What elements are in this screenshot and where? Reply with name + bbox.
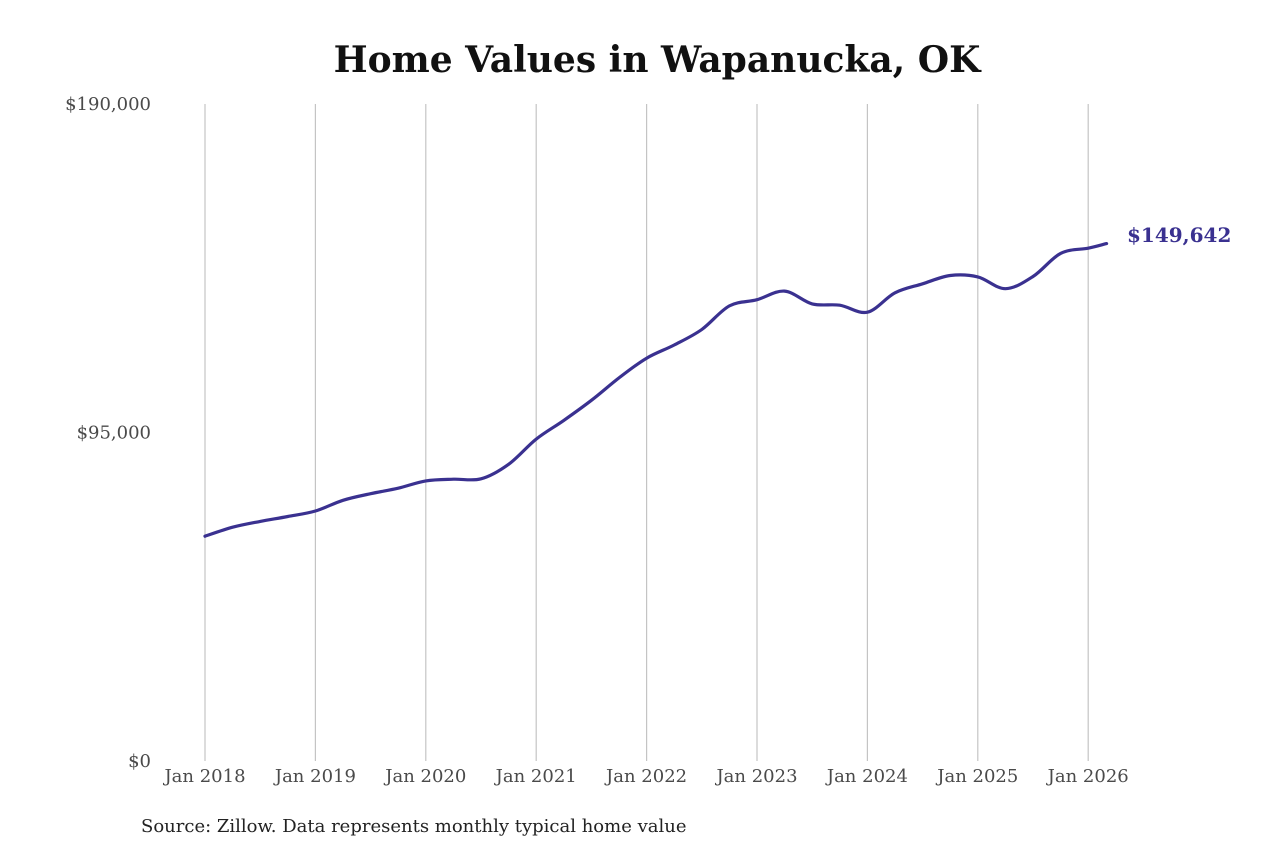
- x-tick-label: Jan 2023: [714, 766, 797, 787]
- x-tick-label: Jan 2019: [273, 766, 356, 787]
- gridlines: [204, 104, 1089, 761]
- y-tick-label: $190,000: [65, 94, 151, 115]
- x-axis: Jan 2018 Jan 2019 Jan 2020 Jan 2021 Jan 2022…: [162, 766, 1128, 787]
- x-tick-label: Jan 2018: [162, 766, 245, 787]
- x-tick-label: Jan 2025: [935, 766, 1018, 787]
- y-tick-label: $95,000: [77, 423, 151, 444]
- source-note: Source: Zillow. Data represents monthly …: [141, 816, 687, 837]
- x-tick-label: Jan 2024: [825, 766, 908, 787]
- end-value-label: $149,642: [1127, 223, 1231, 247]
- y-tick-label: $0: [128, 751, 151, 772]
- x-tick-label: Jan 2020: [383, 766, 466, 787]
- x-tick-label: Jan 2021: [494, 766, 577, 787]
- y-axis: $0 $95,000 $190,000: [65, 94, 151, 772]
- chart-title: Home Values in Wapanucka, OK: [334, 39, 983, 81]
- series-layer: [203, 242, 1109, 538]
- series-line: [203, 242, 1109, 538]
- x-tick-label: Jan 2026: [1046, 766, 1129, 787]
- x-tick-label: Jan 2022: [604, 766, 687, 787]
